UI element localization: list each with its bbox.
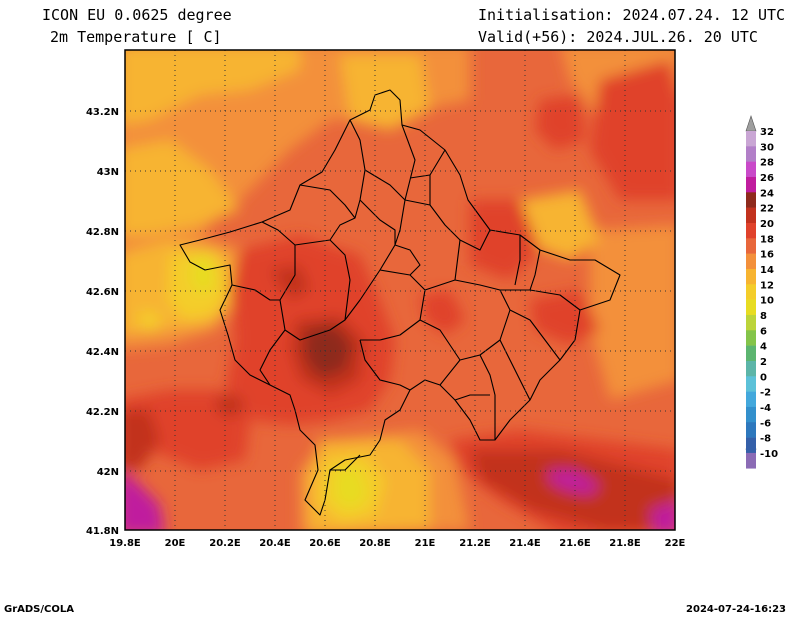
lat-label: 43N (97, 167, 119, 178)
colorbar-cell (746, 299, 756, 316)
colorbar-label: 28 (760, 158, 774, 169)
colorbar-cell (746, 452, 756, 469)
colorbar-cell (746, 176, 756, 193)
colorbar-label: -4 (760, 403, 771, 414)
colorbar-cell (746, 268, 756, 285)
colorbar-label: 16 (760, 250, 774, 261)
colorbar-cell (746, 238, 756, 254)
colorbar-label: 2 (760, 357, 767, 368)
colorbar-label: 12 (760, 280, 774, 291)
colorbar-cell (746, 391, 756, 408)
colorbar-label: 6 (760, 326, 767, 337)
colorbar-label: 4 (760, 342, 767, 353)
colorbar-cell (746, 146, 756, 162)
lon-label: 21.6E (559, 538, 591, 549)
map-frame (124, 49, 676, 531)
colorbar-cell (746, 345, 756, 362)
colorbar-label: 26 (760, 173, 774, 184)
colorbar-cell (746, 131, 756, 147)
colorbar-label: 18 (760, 234, 774, 245)
valid-time: Valid(+56): 2024.JUL.26. 20 UTC (478, 28, 758, 46)
footer-timestamp: 2024-07-24-16:23 (686, 604, 786, 615)
colorbar-label: 0 (760, 372, 767, 383)
longitude-axis: 19.8E 20E 20.2E 20.4E 20.6E 20.8E 21E 21… (109, 538, 685, 549)
colorbar-label: 24 (760, 188, 774, 199)
graticule (125, 50, 675, 530)
lon-label: 21.2E (459, 538, 491, 549)
lat-label: 42N (97, 467, 119, 478)
lon-label: 20.4E (259, 538, 291, 549)
lon-label: 21.4E (509, 538, 541, 549)
colorbar-label: 32 (760, 127, 774, 138)
colorbar-label: -10 (760, 449, 778, 460)
lat-label: 43.2N (86, 107, 119, 118)
colorbar-label: 30 (760, 142, 774, 153)
colorbar-cell (746, 376, 756, 392)
colorbar-cell (746, 222, 756, 239)
lat-label: 42.2N (86, 407, 119, 418)
lon-label: 20E (165, 538, 186, 549)
temperature-field (125, 50, 675, 530)
colorbar-cell (746, 314, 756, 331)
lat-label: 42.4N (86, 347, 119, 358)
footer-software: GrADS/COLA (4, 604, 74, 615)
colorbar-cell (746, 192, 756, 208)
colorbar-top-arrow (745, 115, 757, 132)
colorbar-cell (746, 161, 756, 178)
colorbar-cell (746, 253, 756, 270)
lon-label: 21E (415, 538, 436, 549)
lon-label: 21.8E (609, 538, 641, 549)
colorbar-label: -2 (760, 388, 771, 399)
colorbar-label: -6 (760, 418, 771, 429)
colorbar-label: 8 (760, 311, 767, 322)
colorbar-cell (746, 422, 756, 438)
lon-label: 20.8E (359, 538, 391, 549)
init-time: Initialisation: 2024.07.24. 12 UTC (478, 6, 786, 24)
lon-label: 20.6E (309, 538, 341, 549)
colorbar-cell (746, 360, 756, 377)
colorbar-label: 22 (760, 204, 774, 215)
lat-label: 42.6N (86, 287, 119, 298)
colorbar-cell (746, 284, 756, 300)
lon-label: 19.8E (109, 538, 141, 549)
colorbar-label: -8 (760, 434, 771, 445)
colorbar-label: 10 (760, 296, 774, 307)
region-borders (179, 89, 621, 516)
colorbar-label: 20 (760, 219, 774, 230)
lat-label: 41.8N (86, 526, 119, 537)
lon-label: 22E (665, 538, 686, 549)
model-title: ICON EU 0.0625 degree (42, 6, 232, 24)
colorbar-cell (746, 437, 756, 454)
colorbar-cell (746, 330, 756, 346)
variable-title: 2m Temperature [ C] (50, 28, 222, 46)
colorbar-cell (746, 406, 756, 423)
lon-label: 20.2E (209, 538, 241, 549)
lat-label: 42.8N (86, 227, 119, 238)
colorbar-cell (746, 207, 756, 224)
latitude-axis: 43.2N 43N 42.8N 42.6N 42.4N 42.2N 42N 41… (86, 107, 119, 537)
colorbar-label: 14 (760, 265, 774, 276)
